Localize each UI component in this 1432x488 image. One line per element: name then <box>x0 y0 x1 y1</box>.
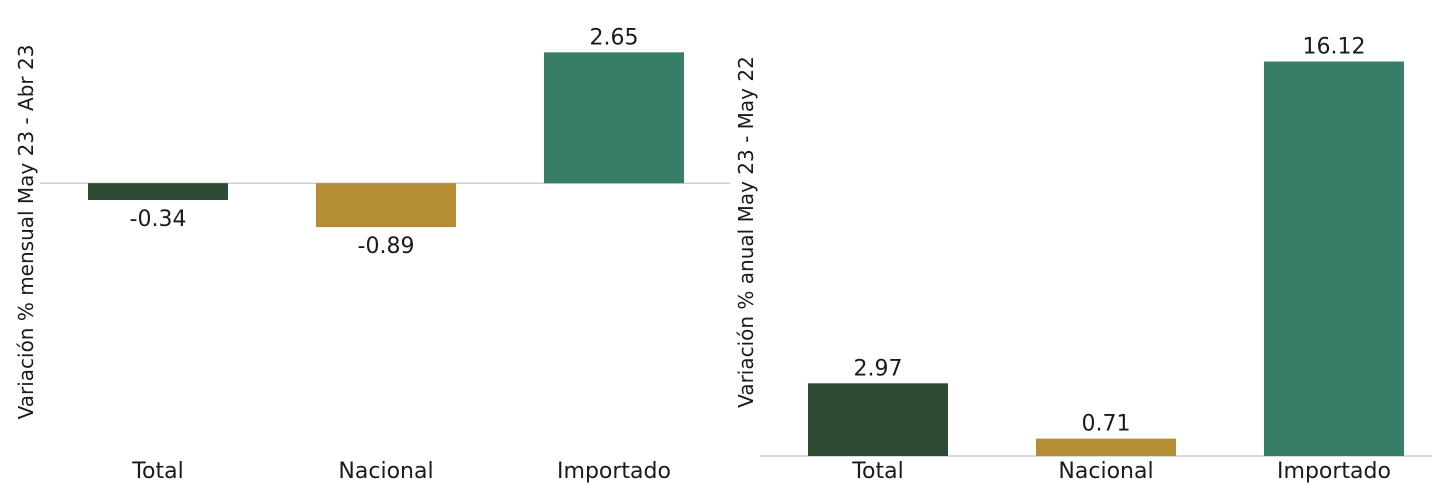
data-label: -0.34 <box>130 207 187 232</box>
y-axis-label: Variación % mensual May 23 - Abr 23 <box>14 45 38 420</box>
bar-nacional <box>316 183 456 228</box>
data-label: 16.12 <box>1303 35 1366 60</box>
chart-monthly: Variación % mensual May 23 - Abr 23 -0.3… <box>14 25 730 484</box>
bar-importado <box>1264 61 1404 456</box>
category-label: Nacional <box>1058 459 1153 484</box>
bar-importado <box>544 52 684 184</box>
bar-nacional <box>1036 438 1176 456</box>
category-label: Total <box>851 459 903 484</box>
category-label: Importado <box>1277 459 1391 484</box>
category-label: Total <box>131 459 183 484</box>
chart-annual: Variación % anual May 23 - May 22 2.97 To… <box>734 35 1432 484</box>
category-label: Nacional <box>338 459 433 484</box>
data-label: 0.71 <box>1082 412 1131 437</box>
data-label: 2.97 <box>854 356 903 381</box>
data-label: -0.89 <box>358 234 415 259</box>
data-label: 2.65 <box>590 25 639 50</box>
y-axis-label: Variación % anual May 23 - May 22 <box>734 56 758 408</box>
bar-total <box>88 183 228 200</box>
bar-total <box>808 383 948 456</box>
category-label: Importado <box>557 459 671 484</box>
